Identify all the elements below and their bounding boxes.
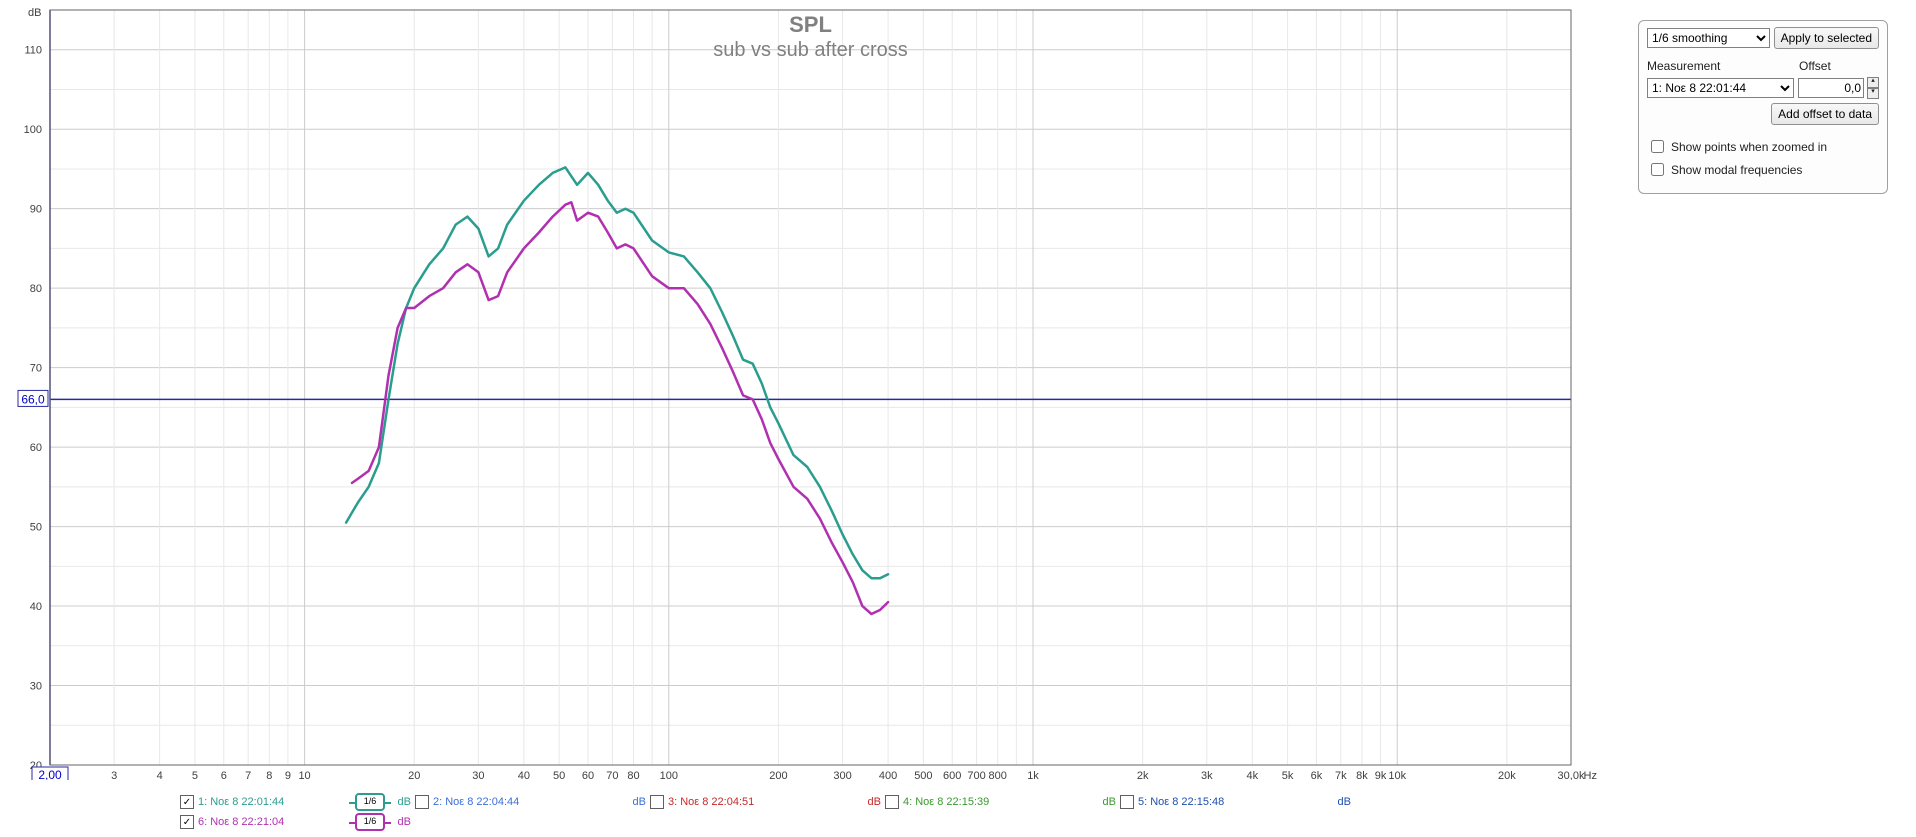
legend: ✓1: Νοε 8 22:01:441/6dB2: Νοε 8 22:04:44… <box>180 793 1896 833</box>
svg-text:300: 300 <box>833 770 851 780</box>
offset-spinner[interactable]: ▴▾ <box>1867 77 1879 99</box>
svg-text:20k: 20k <box>1498 770 1516 780</box>
svg-text:SPL: SPL <box>789 12 832 37</box>
svg-text:6k: 6k <box>1311 770 1323 780</box>
svg-text:9: 9 <box>285 770 291 780</box>
add-offset-button[interactable]: Add offset to data <box>1771 103 1879 125</box>
svg-text:4k: 4k <box>1246 770 1258 780</box>
offset-label: Offset <box>1799 59 1879 73</box>
legend-name-4: 4: Νοε 8 22:15:39 <box>903 796 1054 808</box>
svg-text:10k: 10k <box>1388 770 1406 780</box>
svg-text:3: 3 <box>111 770 117 780</box>
svg-text:30,0k: 30,0k <box>1558 770 1585 780</box>
svg-text:7: 7 <box>245 770 251 780</box>
svg-text:20: 20 <box>408 770 420 780</box>
svg-text:3k: 3k <box>1201 770 1213 780</box>
legend-unit-6: dB <box>391 816 411 828</box>
svg-text:70: 70 <box>606 770 618 780</box>
svg-text:7k: 7k <box>1335 770 1347 780</box>
legend-checkbox-3[interactable] <box>650 795 664 809</box>
svg-text:8: 8 <box>266 770 272 780</box>
svg-text:5k: 5k <box>1282 770 1294 780</box>
svg-text:80: 80 <box>30 283 42 295</box>
legend-checkbox-1[interactable]: ✓ <box>180 795 194 809</box>
legend-unit-4: dB <box>1096 796 1116 808</box>
legend-checkbox-4[interactable] <box>885 795 899 809</box>
legend-checkbox-6[interactable]: ✓ <box>180 815 194 829</box>
spl-chart: 2030405060708090100110345678910203040506… <box>0 0 1916 780</box>
legend-item-1[interactable]: ✓1: Νοε 8 22:01:441/6dB <box>180 793 415 811</box>
svg-text:1k: 1k <box>1027 770 1039 780</box>
legend-name-2: 2: Νοε 8 22:04:44 <box>433 796 584 808</box>
svg-text:30: 30 <box>472 770 484 780</box>
svg-text:40: 40 <box>518 770 530 780</box>
svg-text:400: 400 <box>879 770 897 780</box>
legend-item-4[interactable]: 4: Νοε 8 22:15:39 dB <box>885 793 1120 811</box>
svg-text:10: 10 <box>298 770 310 780</box>
svg-text:200: 200 <box>769 770 787 780</box>
svg-text:Hz: Hz <box>1584 770 1597 780</box>
show-modal-label: Show modal frequencies <box>1671 163 1802 177</box>
svg-text:50: 50 <box>30 522 42 534</box>
svg-text:50: 50 <box>553 770 565 780</box>
legend-checkbox-2[interactable] <box>415 795 429 809</box>
legend-checkbox-5[interactable] <box>1120 795 1134 809</box>
measurement-select[interactable]: 1: Νοε 8 22:01:44 <box>1647 78 1794 98</box>
svg-text:2,00: 2,00 <box>38 768 62 780</box>
show-modal-checkbox[interactable] <box>1651 163 1664 176</box>
svg-text:110: 110 <box>24 45 42 57</box>
svg-text:dB: dB <box>28 7 41 19</box>
legend-name-1: 1: Νοε 8 22:01:44 <box>198 796 349 808</box>
svg-text:600: 600 <box>943 770 961 780</box>
legend-item-5[interactable]: 5: Νοε 8 22:15:48 dB <box>1120 793 1355 811</box>
svg-text:700: 700 <box>967 770 985 780</box>
legend-unit-1: dB <box>391 796 411 808</box>
svg-text:66,0: 66,0 <box>21 392 45 406</box>
svg-text:5: 5 <box>192 770 198 780</box>
svg-text:sub vs sub after cross: sub vs sub after cross <box>713 39 908 61</box>
svg-text:8k: 8k <box>1356 770 1368 780</box>
svg-text:40: 40 <box>30 601 42 613</box>
svg-text:80: 80 <box>627 770 639 780</box>
legend-name-5: 5: Νοε 8 22:15:48 <box>1138 796 1289 808</box>
legend-item-2[interactable]: 2: Νοε 8 22:04:44 dB <box>415 793 650 811</box>
svg-text:2k: 2k <box>1137 770 1149 780</box>
svg-text:60: 60 <box>582 770 594 780</box>
legend-item-6[interactable]: ✓6: Νοε 8 22:21:041/6dB <box>180 813 415 831</box>
svg-text:100: 100 <box>660 770 678 780</box>
svg-text:60: 60 <box>30 442 42 454</box>
smoothing-select[interactable]: 1/6 smoothing <box>1647 28 1770 48</box>
legend-unit-2: dB <box>626 796 646 808</box>
svg-text:30: 30 <box>30 681 42 693</box>
measurement-label: Measurement <box>1647 59 1795 73</box>
svg-text:800: 800 <box>989 770 1007 780</box>
svg-text:90: 90 <box>30 204 42 216</box>
svg-text:500: 500 <box>914 770 932 780</box>
apply-to-selected-button[interactable]: Apply to selected <box>1774 27 1879 49</box>
svg-text:6: 6 <box>221 770 227 780</box>
legend-unit-5: dB <box>1331 796 1351 808</box>
show-points-label: Show points when zoomed in <box>1671 140 1827 154</box>
legend-name-6: 6: Νοε 8 22:21:04 <box>198 816 349 828</box>
legend-item-3[interactable]: 3: Νοε 8 22:04:51 dB <box>650 793 885 811</box>
legend-unit-3: dB <box>861 796 881 808</box>
legend-name-3: 3: Νοε 8 22:04:51 <box>668 796 819 808</box>
offset-input[interactable] <box>1798 78 1864 98</box>
show-points-checkbox[interactable] <box>1651 140 1664 153</box>
svg-text:4: 4 <box>157 770 163 780</box>
svg-text:100: 100 <box>24 124 42 136</box>
svg-text:9k: 9k <box>1375 770 1387 780</box>
svg-text:70: 70 <box>30 363 42 375</box>
controls-panel: 1/6 smoothing Apply to selected Measurem… <box>1638 20 1888 194</box>
